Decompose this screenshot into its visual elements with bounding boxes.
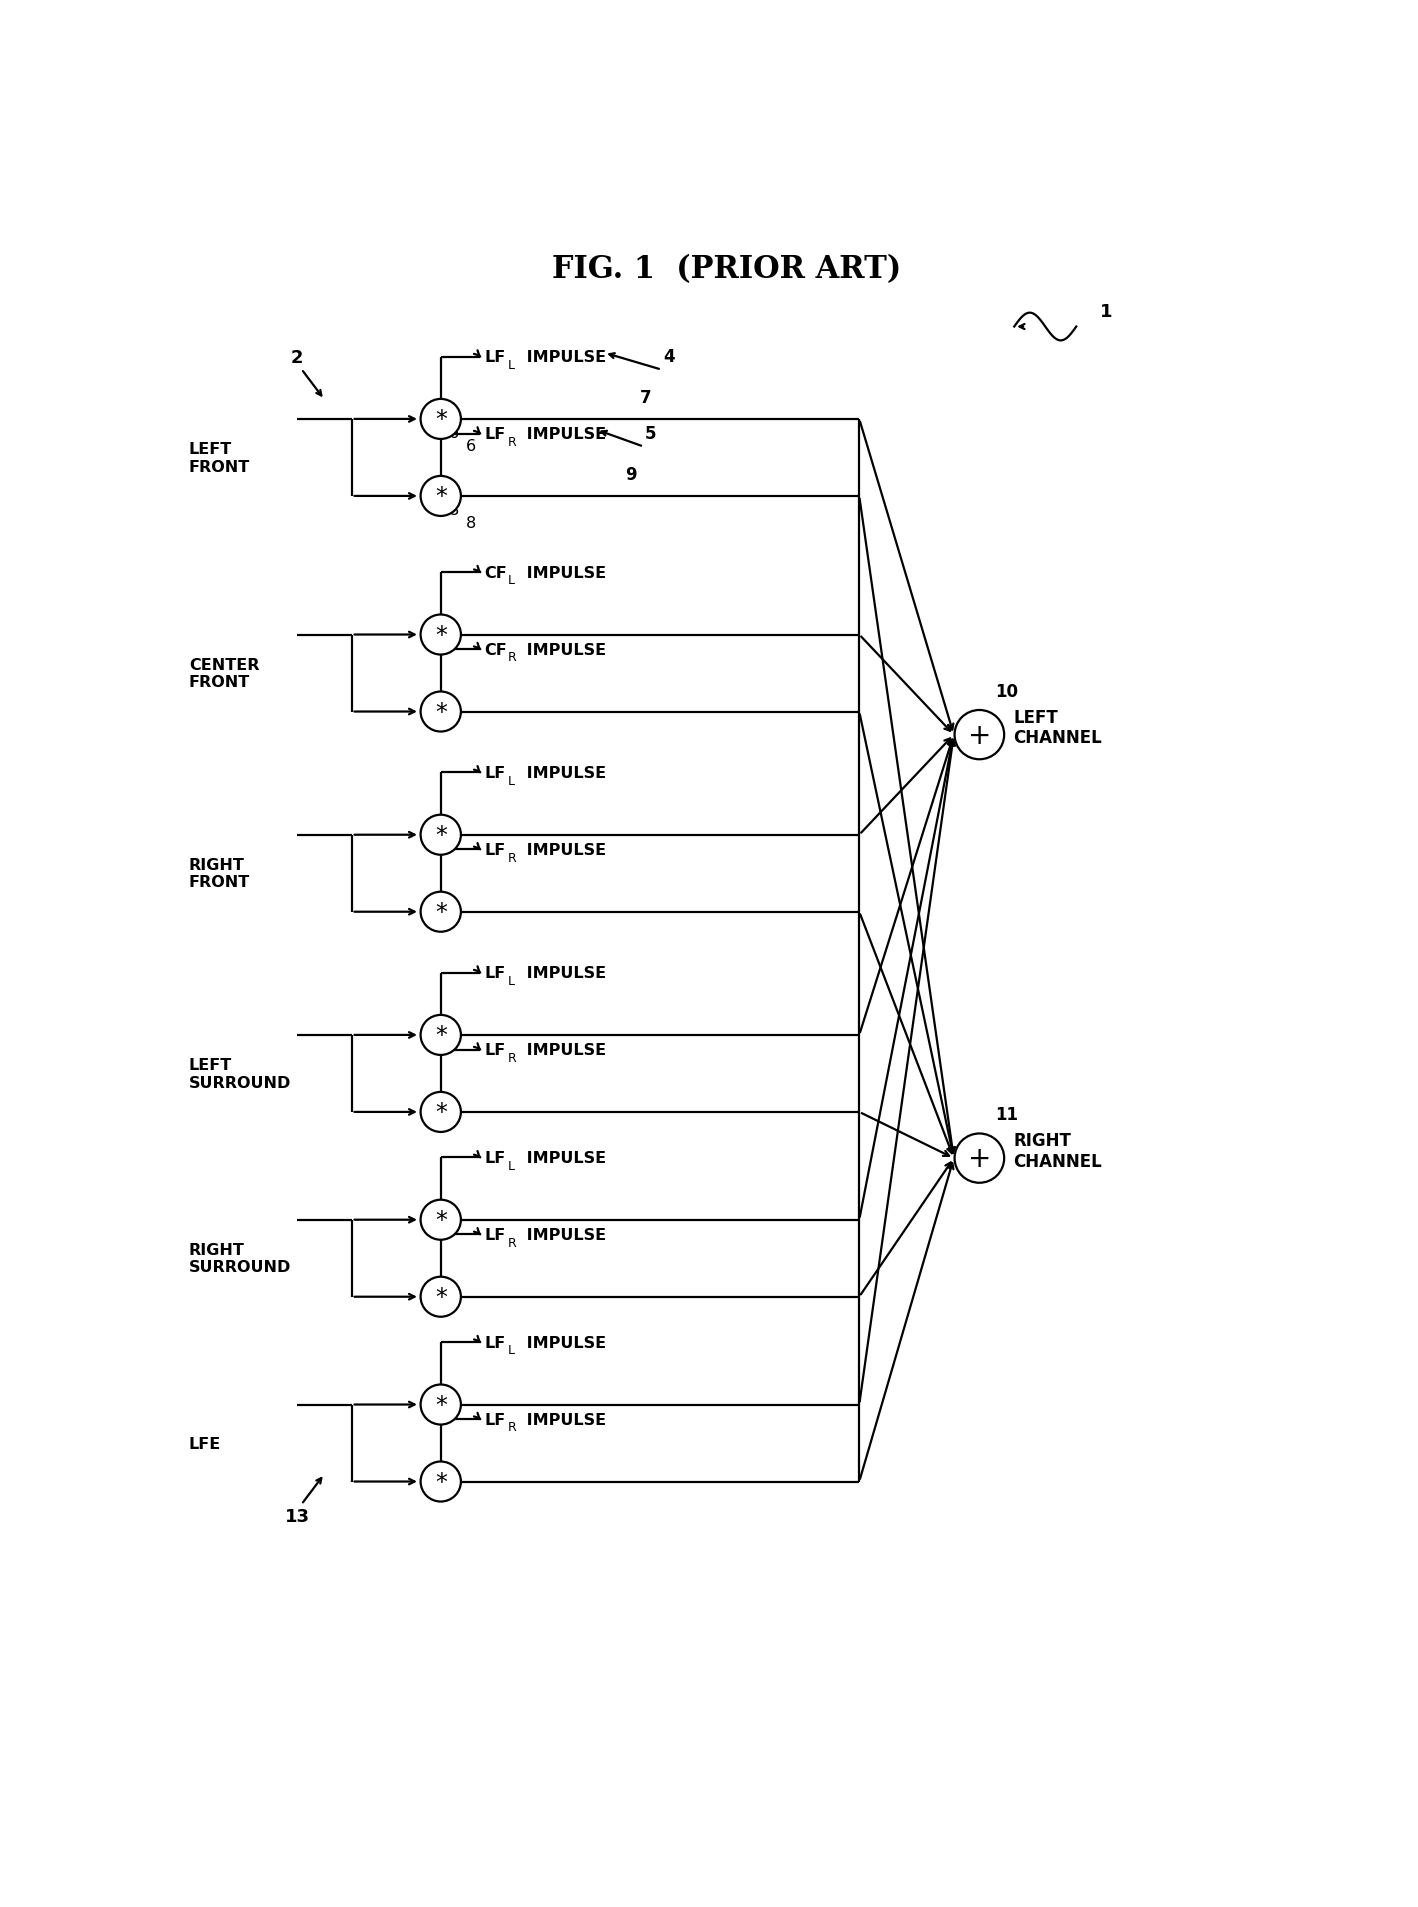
Text: 4: 4 (664, 347, 675, 366)
Text: *: * (435, 1100, 447, 1125)
Text: 2: 2 (291, 349, 303, 368)
Text: L: L (508, 1344, 515, 1356)
Text: LF: LF (484, 1228, 505, 1241)
Text: LF: LF (484, 965, 505, 980)
Text: 1: 1 (1099, 303, 1112, 320)
Text: LF: LF (484, 843, 505, 858)
Text: IMPULSE: IMPULSE (520, 965, 605, 980)
Text: RIGHT
SURROUND: RIGHT SURROUND (189, 1241, 291, 1274)
Text: IMPULSE: IMPULSE (520, 1411, 605, 1426)
Text: 9: 9 (625, 465, 637, 484)
Circle shape (954, 711, 1004, 759)
Text: 8: 8 (465, 517, 476, 530)
Text: LF: LF (484, 349, 505, 364)
Circle shape (421, 1200, 461, 1240)
Text: 5: 5 (644, 425, 655, 442)
Text: IMPULSE: IMPULSE (520, 843, 605, 858)
Text: LEFT
FRONT: LEFT FRONT (189, 442, 250, 475)
Text: L: L (508, 574, 515, 587)
Text: IMPULSE: IMPULSE (520, 765, 605, 780)
Text: *: * (435, 484, 447, 509)
Text: *: * (435, 824, 447, 847)
Text: L: L (508, 974, 515, 988)
Text: LEFT
SURROUND: LEFT SURROUND (189, 1058, 291, 1091)
Text: CENTER
FRONT: CENTER FRONT (189, 658, 259, 690)
Circle shape (421, 692, 461, 732)
Text: RIGHT
FRONT: RIGHT FRONT (189, 858, 250, 891)
Text: IMPULSE: IMPULSE (520, 1335, 605, 1350)
Text: +: + (967, 1144, 991, 1173)
Text: *: * (435, 1024, 447, 1047)
Text: 11: 11 (995, 1106, 1018, 1123)
Text: IMPULSE: IMPULSE (520, 1150, 605, 1165)
Circle shape (421, 616, 461, 656)
Circle shape (421, 816, 461, 856)
Text: IMPULSE: IMPULSE (520, 1043, 605, 1058)
Text: *: * (435, 1392, 447, 1417)
Text: 7: 7 (641, 389, 652, 408)
Text: R: R (508, 435, 516, 448)
Circle shape (421, 477, 461, 517)
Text: CF: CF (484, 643, 506, 658)
Circle shape (421, 1384, 461, 1425)
Text: IMPULSE: IMPULSE (520, 564, 605, 580)
Text: FIG. 1  (PRIOR ART): FIG. 1 (PRIOR ART) (552, 254, 902, 286)
Text: LF: LF (484, 765, 505, 780)
Text: CF: CF (484, 564, 506, 580)
Text: 8: 8 (448, 503, 459, 519)
Circle shape (421, 1278, 461, 1318)
Text: R: R (508, 1051, 516, 1064)
Text: 13: 13 (285, 1507, 311, 1526)
Text: LFE: LFE (189, 1436, 221, 1451)
Text: LF: LF (484, 1411, 505, 1426)
Text: R: R (508, 1236, 516, 1249)
Text: IMPULSE: IMPULSE (520, 1228, 605, 1241)
Text: 6: 6 (465, 439, 475, 454)
Text: R: R (508, 650, 516, 664)
Text: *: * (435, 1209, 447, 1232)
Text: *: * (435, 1470, 447, 1493)
Circle shape (421, 1463, 461, 1501)
Text: LEFT
CHANNEL: LEFT CHANNEL (1014, 707, 1102, 748)
Text: IMPULSE: IMPULSE (520, 349, 605, 364)
Circle shape (954, 1135, 1004, 1182)
Text: 6: 6 (448, 425, 458, 441)
Text: L: L (508, 359, 515, 372)
Circle shape (421, 400, 461, 441)
Text: +: + (967, 721, 991, 749)
Text: *: * (435, 700, 447, 725)
Text: L: L (508, 774, 515, 788)
Circle shape (421, 1015, 461, 1055)
Text: *: * (435, 624, 447, 646)
Text: LF: LF (484, 427, 505, 442)
Text: *: * (435, 1285, 447, 1308)
Text: LF: LF (484, 1335, 505, 1350)
Text: IMPULSE: IMPULSE (520, 427, 605, 442)
Text: R: R (508, 851, 516, 864)
Text: *: * (435, 900, 447, 925)
Text: IMPULSE: IMPULSE (520, 643, 605, 658)
Text: 10: 10 (995, 683, 1018, 700)
Circle shape (421, 1093, 461, 1133)
Text: R: R (508, 1421, 516, 1434)
Text: *: * (435, 408, 447, 431)
Text: L: L (508, 1159, 515, 1173)
Circle shape (421, 892, 461, 933)
Text: RIGHT
CHANNEL: RIGHT CHANNEL (1014, 1131, 1102, 1171)
Text: LF: LF (484, 1150, 505, 1165)
Text: LF: LF (484, 1043, 505, 1058)
